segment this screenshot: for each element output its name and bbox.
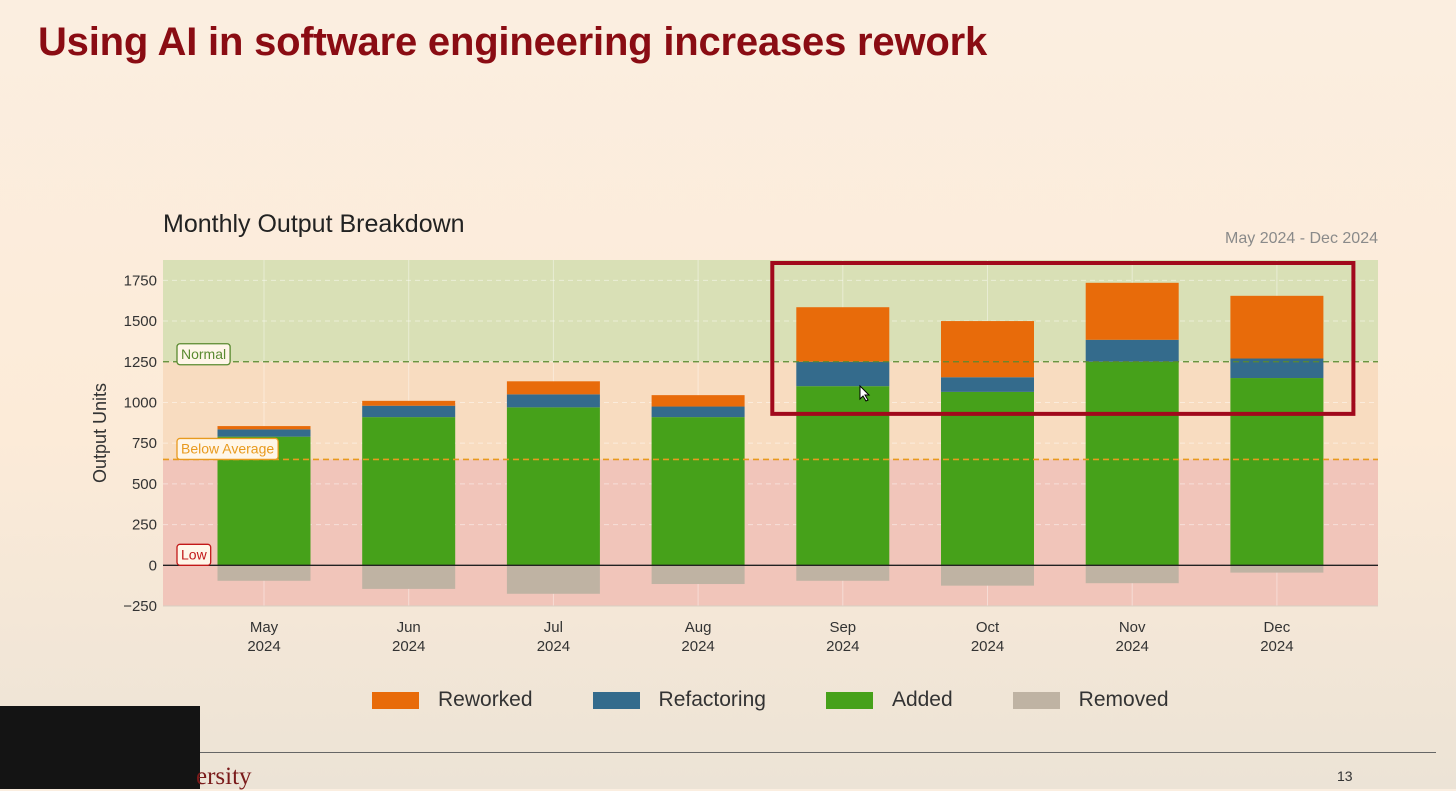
y-tick-label: 0 [149, 557, 157, 574]
x-tick-month: May [250, 619, 279, 636]
threshold-label-below-average-box [176, 437, 279, 461]
y-tick-label: 1000 [124, 394, 157, 411]
bar-reworked-jun [362, 400, 456, 406]
threshold-label-low-text: Low [181, 546, 208, 562]
band-low [163, 459, 1378, 606]
highlight-box [770, 261, 1356, 416]
bar-reworked-nov [1085, 282, 1179, 340]
x-tick-year: 2024 [681, 638, 714, 655]
bar-reworked-aug [651, 395, 745, 407]
bar-reworked-may [217, 426, 311, 430]
chart-date-range: May 2024 - Dec 2024 [1225, 230, 1378, 247]
x-tick-year: 2024 [537, 638, 570, 655]
highlight-rectangle [770, 261, 1356, 416]
bar-refactoring-oct [941, 377, 1034, 392]
threshold-label-normal-text: Normal [181, 346, 226, 362]
legend-label-reworked: Reworked [438, 688, 533, 711]
bar-removed-dec [1230, 565, 1324, 573]
bar-removed-jun [362, 565, 456, 589]
threshold-label-low-box [176, 543, 212, 566]
bar-refactoring-jun [362, 405, 456, 418]
legend-item-added: Added [825, 688, 953, 712]
legend-item-removed: Removed [1012, 688, 1169, 712]
bar-removed-sep [796, 565, 890, 581]
x-tick-year: 2024 [247, 638, 280, 655]
bar-refactoring-may [217, 429, 311, 437]
bar-refactoring-nov [1085, 339, 1179, 362]
threshold-label-below-average: Below Average [176, 437, 279, 461]
bar-refactoring-aug [651, 406, 745, 418]
legend-label-removed: Removed [1078, 688, 1169, 711]
threshold-lines: Normal Below Average Low [163, 343, 1378, 566]
bar-added-nov [1085, 361, 1179, 566]
x-tick-month: Jun [397, 619, 421, 636]
legend-swatch-added [825, 691, 873, 709]
bar-refactoring-sep [796, 361, 890, 387]
mouse-cursor-icon [859, 384, 871, 402]
webcam-overlay [0, 706, 200, 789]
y-tick-label: 1250 [124, 354, 157, 371]
threshold-label-normal-box [176, 343, 231, 366]
legend-item-reworked: Reworked [372, 688, 533, 712]
bar-removed-may [217, 565, 311, 581]
page-number: 13 [1337, 768, 1353, 784]
threshold-label-normal: Normal [176, 343, 231, 366]
threshold-label-below-average-text: Below Average [181, 440, 274, 456]
x-tick-year: 2024 [1260, 638, 1293, 655]
bar-removed-oct [941, 565, 1034, 586]
legend-swatch-reworked [372, 691, 419, 709]
chart-legend: Reworked Refactoring Added Removed [372, 688, 1229, 712]
y-tick-label: 750 [132, 435, 157, 452]
bar-added-jun [362, 417, 456, 566]
bar-refactoring-dec [1230, 358, 1324, 379]
y-tick-label: 1750 [124, 272, 157, 289]
x-tick-month: Sep [829, 619, 856, 636]
x-tick-year: 2024 [1116, 638, 1149, 655]
y-tick-label: 500 [132, 476, 157, 493]
bar-removed-jul [506, 565, 600, 594]
y-tick-label: 1500 [124, 313, 157, 330]
y-tick-label: 250 [132, 517, 157, 534]
footer-university-text: ersity [196, 763, 252, 790]
footer-divider [200, 752, 1436, 753]
bar-removed-nov [1085, 565, 1179, 584]
bar-added-sep [796, 386, 890, 566]
x-tick-year: 2024 [971, 638, 1004, 655]
bar-added-aug [651, 417, 745, 566]
y-axis-label: Output Units [90, 383, 110, 483]
legend-item-refactoring: Refactoring [592, 688, 766, 712]
bar-reworked-sep [796, 307, 890, 362]
threshold-label-low: Low [176, 543, 212, 566]
bar-refactoring-jul [506, 394, 600, 408]
legend-label-added: Added [891, 688, 953, 711]
x-tick-year: 2024 [826, 638, 859, 655]
slide-title: Using AI in software engineering increas… [38, 20, 988, 64]
chart-title: Monthly Output Breakdown [163, 210, 465, 238]
legend-label-refactoring: Refactoring [658, 688, 766, 711]
bar-reworked-jul [506, 381, 600, 395]
x-tick-month: Dec [1264, 619, 1291, 636]
y-tick-label: −250 [123, 598, 157, 615]
legend-swatch-refactoring [592, 691, 640, 709]
x-tick-month: Aug [685, 619, 712, 636]
x-tick-month: Nov [1119, 619, 1146, 636]
bar-reworked-dec [1230, 295, 1324, 359]
bar-reworked-oct [941, 321, 1034, 378]
bar-removed-aug [651, 565, 745, 585]
axes: −250 0 250 500 750 1000 1250 1500 1750 May 2024 Jun… [90, 272, 1378, 655]
bar-added-jul [506, 407, 600, 566]
x-tick-month: Oct [976, 619, 1000, 636]
x-tick-month: Jul [544, 619, 563, 636]
legend-swatch-removed [1012, 691, 1060, 709]
bar-added-dec [1230, 378, 1324, 566]
bar-added-oct [941, 391, 1034, 566]
x-tick-year: 2024 [392, 638, 425, 655]
bars [217, 282, 1324, 594]
